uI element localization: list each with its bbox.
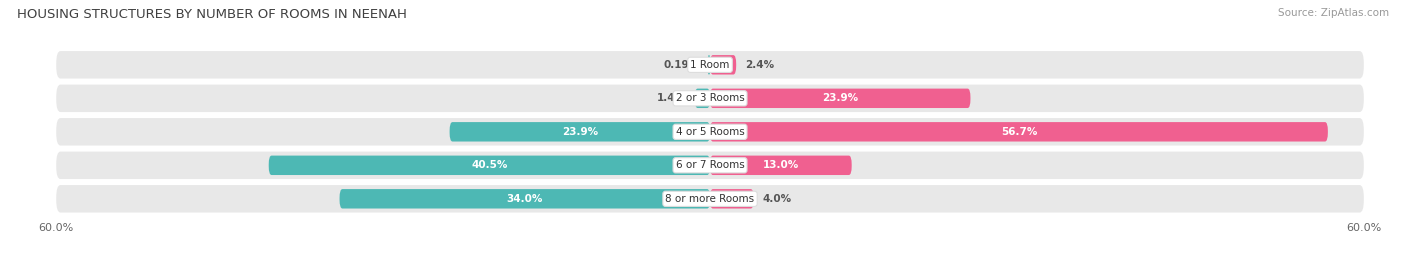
- Text: 23.9%: 23.9%: [562, 127, 598, 137]
- Text: HOUSING STRUCTURES BY NUMBER OF ROOMS IN NEENAH: HOUSING STRUCTURES BY NUMBER OF ROOMS IN…: [17, 8, 406, 21]
- FancyBboxPatch shape: [340, 189, 710, 208]
- Text: 40.5%: 40.5%: [471, 160, 508, 170]
- Text: 1 Room: 1 Room: [690, 60, 730, 70]
- Text: 56.7%: 56.7%: [1001, 127, 1038, 137]
- FancyBboxPatch shape: [56, 118, 1364, 146]
- Text: 34.0%: 34.0%: [506, 194, 543, 204]
- Text: 1.4%: 1.4%: [657, 93, 686, 103]
- Text: 2 or 3 Rooms: 2 or 3 Rooms: [676, 93, 744, 103]
- FancyBboxPatch shape: [56, 151, 1364, 179]
- FancyBboxPatch shape: [56, 84, 1364, 112]
- FancyBboxPatch shape: [710, 155, 852, 175]
- FancyBboxPatch shape: [709, 55, 710, 75]
- Text: 13.0%: 13.0%: [762, 160, 799, 170]
- FancyBboxPatch shape: [56, 51, 1364, 79]
- Text: 4 or 5 Rooms: 4 or 5 Rooms: [676, 127, 744, 137]
- FancyBboxPatch shape: [269, 155, 710, 175]
- Text: 4.0%: 4.0%: [762, 194, 792, 204]
- FancyBboxPatch shape: [56, 185, 1364, 213]
- Text: 8 or more Rooms: 8 or more Rooms: [665, 194, 755, 204]
- FancyBboxPatch shape: [695, 89, 710, 108]
- FancyBboxPatch shape: [710, 189, 754, 208]
- FancyBboxPatch shape: [710, 89, 970, 108]
- Text: 23.9%: 23.9%: [823, 93, 858, 103]
- FancyBboxPatch shape: [450, 122, 710, 141]
- Text: 0.19%: 0.19%: [664, 60, 699, 70]
- Text: 6 or 7 Rooms: 6 or 7 Rooms: [676, 160, 744, 170]
- FancyBboxPatch shape: [710, 55, 737, 75]
- Text: Source: ZipAtlas.com: Source: ZipAtlas.com: [1278, 8, 1389, 18]
- FancyBboxPatch shape: [710, 122, 1327, 141]
- Text: 2.4%: 2.4%: [745, 60, 775, 70]
